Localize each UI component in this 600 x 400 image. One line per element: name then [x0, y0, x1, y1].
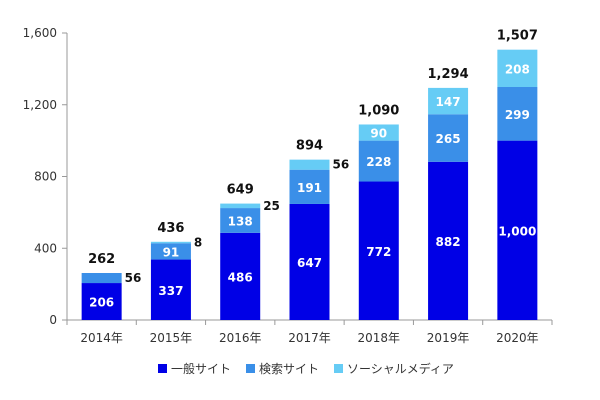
segment-value-label: 25 — [263, 199, 280, 213]
segment-value-label: 206 — [89, 296, 114, 310]
bar-segment — [289, 169, 330, 204]
segment-value-label: 1,000 — [498, 224, 536, 238]
segment-value-label: 265 — [436, 132, 461, 146]
segment-value-label: 486 — [228, 270, 253, 284]
segment-value-label: 147 — [436, 95, 461, 109]
bar-segment — [289, 159, 330, 170]
x-tick-label: 2020年 — [496, 331, 539, 345]
segment-value-label: 138 — [228, 214, 253, 228]
legend-swatch — [158, 364, 167, 373]
bar-segment — [358, 181, 399, 320]
bar-segment — [220, 208, 261, 233]
segment-value-label: 8 — [194, 236, 202, 250]
legend-swatch — [246, 364, 255, 373]
segment-value-label: 56 — [125, 271, 142, 285]
y-tick-label: 1,600 — [23, 26, 57, 40]
y-tick-label: 800 — [34, 170, 57, 184]
bar-segment — [150, 243, 191, 260]
bar-segment — [497, 86, 538, 141]
bar-segment — [81, 283, 122, 320]
segment-value-label: 647 — [297, 256, 322, 270]
bar-segment — [289, 203, 330, 320]
total-value-label: 1,090 — [358, 103, 399, 118]
bar-segment — [428, 114, 469, 162]
total-value-label: 262 — [88, 252, 115, 267]
legend-label: ソーシャルメディア — [347, 361, 454, 376]
segment-value-label: 337 — [158, 284, 183, 298]
axes: 0 400 800 1,200 1,600 2014年 2015年 2016年 2017年 201… — [23, 26, 553, 345]
total-value-label: 649 — [227, 183, 254, 198]
legend-label: 検索サイト — [259, 362, 319, 376]
y-tick-label: 1,200 — [23, 98, 57, 112]
y-tick-label: 400 — [34, 241, 57, 255]
data-labels: 206 56 262 337 91 8 436 486 138 25 649 647 191 56 894 7… — [88, 29, 538, 310]
bar-segment — [358, 140, 399, 182]
bar-segment — [220, 203, 261, 209]
x-tick-label: 2016年 — [219, 331, 262, 345]
segment-value-label: 882 — [436, 235, 461, 249]
x-tick-label: 2015年 — [150, 331, 193, 345]
bar-segment — [220, 232, 261, 320]
bar-segment — [358, 124, 399, 141]
legend-label: 一般サイト — [171, 361, 231, 376]
segment-value-label: 191 — [297, 181, 322, 195]
y-tick-label: 0 — [49, 313, 57, 327]
bar-segment — [150, 241, 191, 244]
bars — [81, 49, 538, 320]
bar-segment — [428, 161, 469, 320]
x-tick-label: 2019年 — [427, 331, 470, 345]
segment-value-label: 299 — [505, 108, 530, 122]
segment-value-label: 228 — [366, 155, 391, 169]
bar-segment — [81, 273, 122, 284]
segment-value-label: 91 — [163, 245, 180, 259]
segment-value-label: 56 — [333, 158, 350, 172]
bar-segment — [497, 49, 538, 87]
segment-value-label: 208 — [505, 62, 530, 76]
total-value-label: 1,294 — [428, 67, 469, 82]
total-value-label: 1,507 — [497, 29, 538, 44]
legend: 一般サイト 検索サイト ソーシャルメディア — [158, 361, 454, 376]
bar-segment — [428, 87, 469, 115]
legend-swatch — [334, 364, 343, 373]
x-tick-label: 2018年 — [358, 331, 401, 345]
segment-value-label: 90 — [370, 127, 387, 141]
segment-value-label: 772 — [366, 245, 391, 259]
x-tick-label: 2014年 — [80, 331, 123, 345]
bar-segment — [150, 259, 191, 320]
total-value-label: 894 — [296, 139, 323, 154]
bar-segment — [497, 140, 538, 320]
x-tick-label: 2017年 — [288, 331, 331, 345]
total-value-label: 436 — [157, 221, 184, 236]
